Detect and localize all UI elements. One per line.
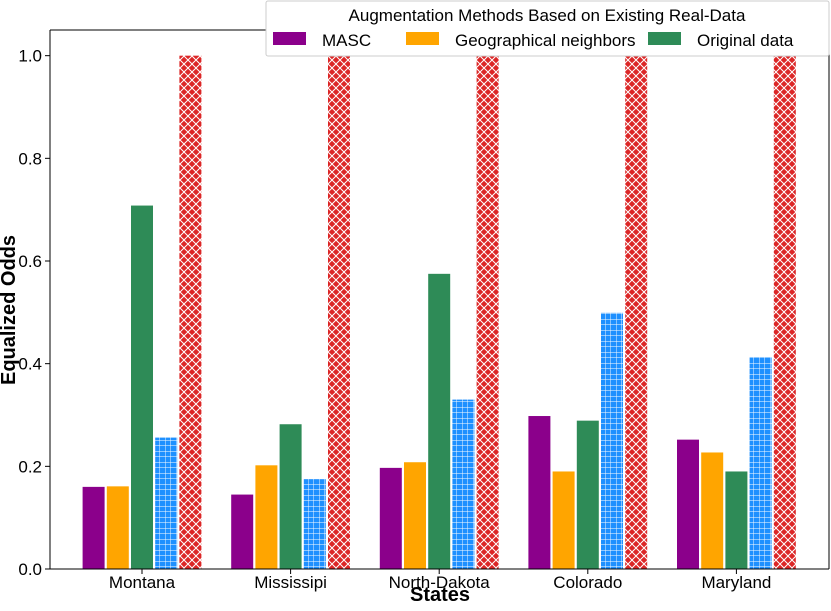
- bar-crosshatch-north-dakota: [476, 55, 499, 570]
- y-tick-label: 1.0: [18, 47, 42, 66]
- bar-grid-maryland: [749, 356, 772, 569]
- bar-original-data-north-dakota: [428, 273, 451, 569]
- bar-geographical-neighbors-mississipi: [255, 465, 278, 569]
- bar-masc-maryland: [677, 439, 699, 569]
- bar-masc-mississipi: [231, 494, 254, 569]
- x-tick-label: North-Dakota: [389, 573, 491, 592]
- x-tick-label: Maryland: [701, 573, 771, 592]
- bar-masc-montana: [82, 486, 105, 569]
- legend-swatch: [406, 32, 439, 45]
- bar-crosshatch-montana: [179, 55, 202, 570]
- bar-crosshatch-colorado: [625, 55, 648, 570]
- y-tick-label: 0.4: [18, 355, 42, 374]
- legend-label: Geographical neighbors: [455, 31, 636, 50]
- y-tick-label: 0.6: [18, 252, 42, 271]
- x-tick-label: Mississipi: [254, 573, 327, 592]
- bar-geographical-neighbors-north-dakota: [404, 462, 426, 569]
- bar-grid-colorado: [601, 312, 623, 569]
- y-axis-title: Equalized Odds: [0, 235, 20, 385]
- x-ticks: Montana Mississipi North-Dakota Colorado Mar…: [109, 569, 771, 592]
- x-tick-label: Montana: [109, 573, 176, 592]
- bar-geographical-neighbors-colorado: [552, 471, 575, 569]
- y-tick-label: 0.8: [18, 149, 42, 168]
- bar-grid-montana: [155, 437, 178, 569]
- legend-title: Augmentation Methods Based on Existing R…: [349, 6, 746, 25]
- bar-original-data-maryland: [725, 471, 748, 569]
- bar-original-data-mississipi: [279, 424, 302, 569]
- bar-crosshatch-maryland: [773, 55, 796, 570]
- bar-crosshatch-mississipi: [328, 55, 350, 570]
- bar-grid-north-dakota: [452, 399, 475, 569]
- bar-original-data-colorado: [576, 420, 599, 569]
- y-ticks: 0.0 0.2 0.4 0.6 0.8 1.0: [18, 47, 50, 579]
- bar-grid-mississipi: [303, 479, 326, 569]
- bar-original-data-montana: [131, 205, 153, 569]
- legend-label: MASC: [322, 31, 371, 50]
- x-axis-title: States: [410, 584, 470, 606]
- bars: [82, 55, 796, 570]
- legend-swatch: [648, 32, 681, 45]
- y-tick-label: 0.2: [18, 457, 42, 476]
- bar-masc-colorado: [528, 416, 551, 569]
- legend-swatch: [273, 32, 306, 45]
- bar-geographical-neighbors-montana: [106, 486, 129, 569]
- bar-masc-north-dakota: [379, 467, 402, 569]
- y-tick-label: 0.0: [18, 560, 42, 579]
- x-tick-label: Colorado: [553, 573, 622, 592]
- legend: Augmentation Methods Based on Existing R…: [265, 0, 830, 57]
- legend-label: Original data: [697, 31, 794, 50]
- bar-geographical-neighbors-maryland: [701, 452, 724, 569]
